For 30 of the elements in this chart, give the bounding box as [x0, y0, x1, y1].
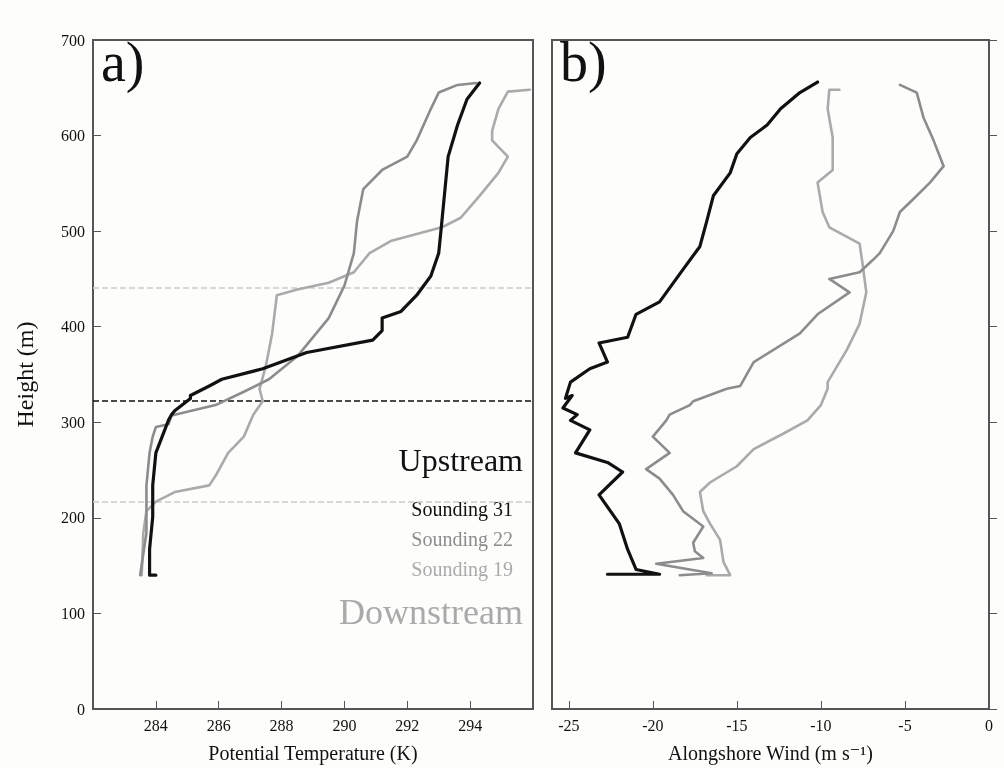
x-tick-label: -10	[810, 716, 832, 734]
x-tick-label: 292	[395, 716, 420, 734]
y-tick-label: 500	[61, 222, 85, 240]
y-axis-title: Height (m)	[12, 321, 38, 428]
text: Sounding 22	[411, 528, 513, 551]
annotation: Downstream	[339, 592, 523, 632]
text: Sounding 31	[411, 498, 513, 521]
x-tick-label: 286	[206, 716, 231, 734]
text: Sounding 19	[411, 558, 513, 581]
x-tick-label: 294	[458, 716, 483, 734]
y-tick-label: 300	[61, 413, 85, 431]
x-tick-label: 290	[332, 716, 357, 734]
annotation: b)	[560, 31, 607, 94]
y-tick-label: 200	[61, 509, 85, 527]
x-tick-label: -25	[558, 716, 580, 734]
y-tick-label: 400	[61, 318, 85, 336]
y-tick-label: 0	[77, 700, 85, 718]
x-tick-label: 284	[143, 716, 168, 734]
x-tick-label: 288	[269, 716, 294, 734]
x-tick-label: -5	[898, 716, 912, 734]
x-axis-title: Alongshore Wind (m s⁻¹)	[668, 742, 873, 765]
annotation: a)	[101, 31, 145, 94]
x-tick-label: -20	[642, 716, 664, 734]
y-tick-label: 600	[61, 127, 85, 145]
y-tick-label: 700	[61, 31, 85, 49]
annotation: Upstream	[398, 442, 524, 478]
y-tick-label: 100	[61, 604, 85, 622]
x-tick-label: 0	[985, 716, 993, 734]
x-tick-label: -15	[726, 716, 748, 734]
x-axis-title: Potential Temperature (K)	[208, 742, 418, 765]
